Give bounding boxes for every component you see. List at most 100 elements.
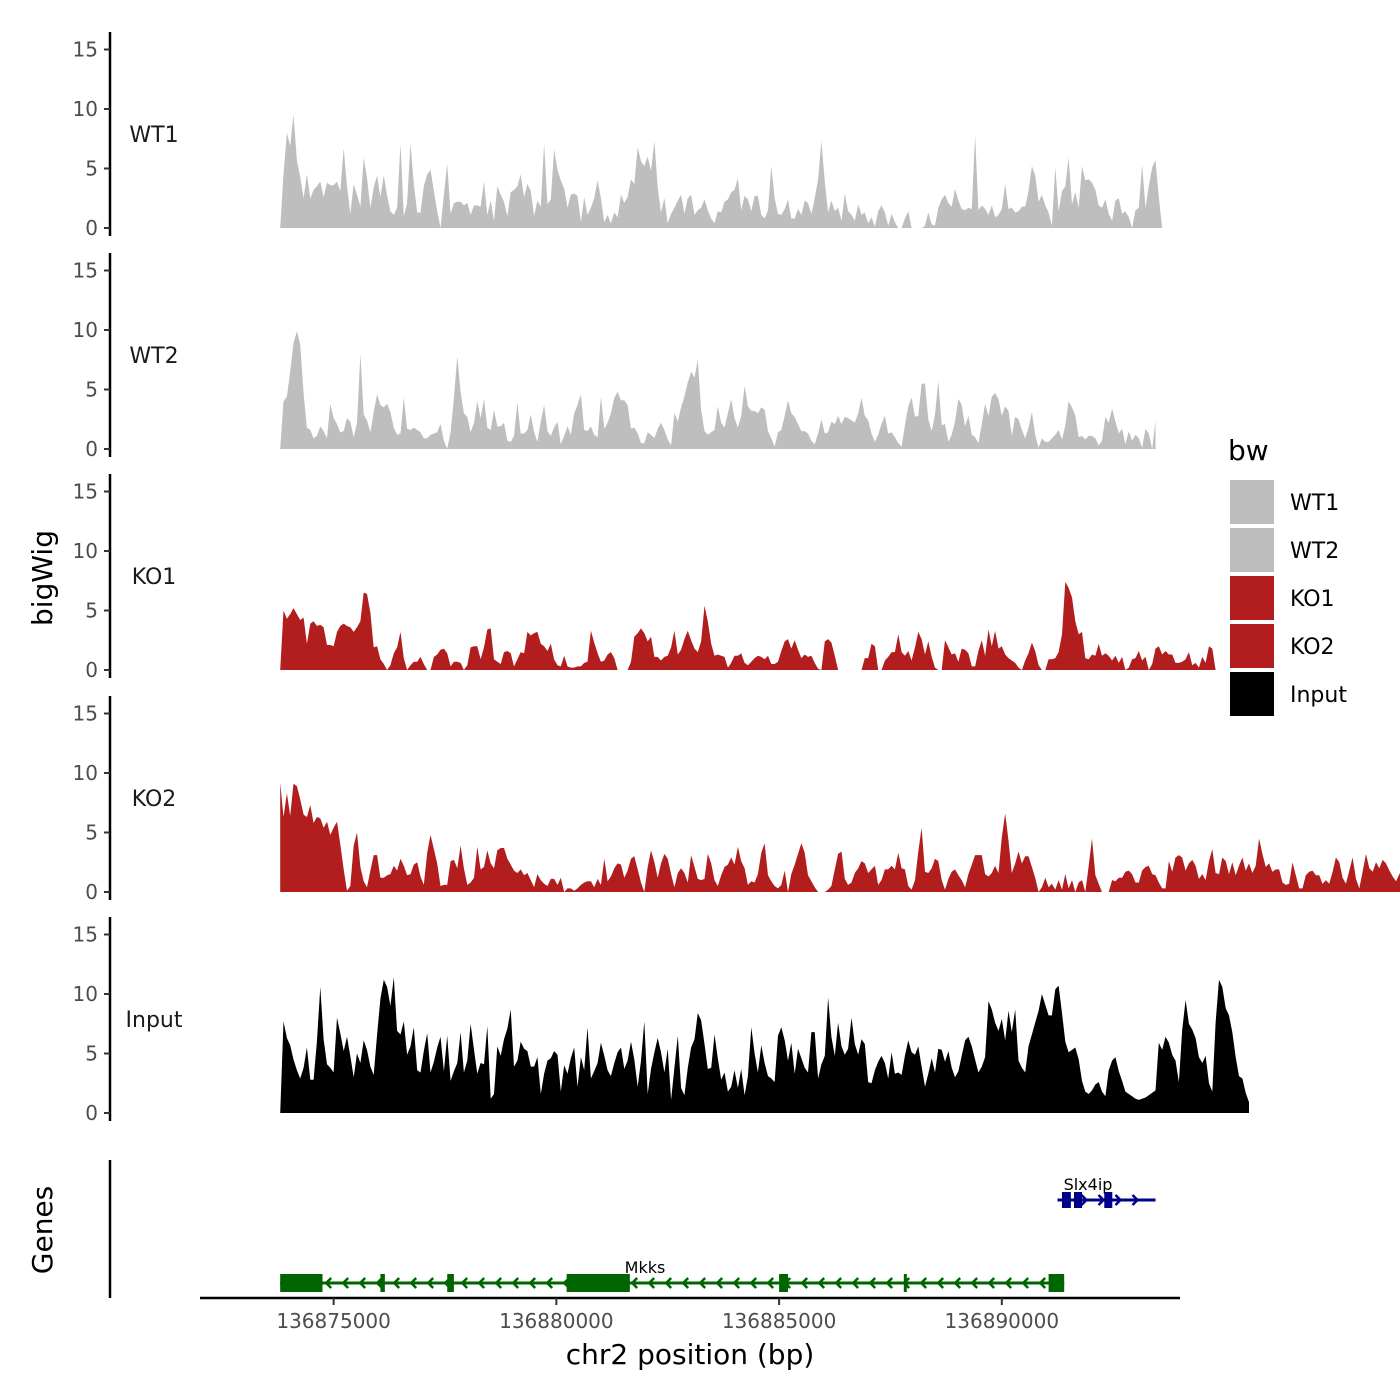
y-tick-label: 15 [73, 923, 98, 947]
y-tick-label: 10 [73, 761, 98, 785]
x-axis-title: chr2 position (bp) [566, 1338, 815, 1371]
legend-label: KO2 [1290, 635, 1335, 660]
y-tick-label: 10 [73, 318, 98, 342]
y-tick-label: 10 [73, 982, 98, 1006]
strand-arrow [1038, 1277, 1047, 1289]
strand-arrow [987, 1277, 996, 1289]
strand-arrow [766, 1277, 775, 1289]
exon [1061, 1192, 1071, 1208]
strand-arrow [800, 1277, 809, 1289]
strand-arrow [426, 1277, 435, 1289]
strand-arrow [681, 1277, 690, 1289]
strand-arrow [545, 1277, 554, 1289]
strand-arrow [970, 1277, 979, 1289]
gene-track: Slx4ip Mkks [108, 1160, 1156, 1298]
gene-track-title: Genes [26, 1186, 59, 1274]
legend: bw WT1 WT2 KO1 KO2 Input [1228, 434, 1347, 716]
strand-arrow [715, 1277, 724, 1289]
exon [903, 1274, 907, 1292]
y-tick-label: 0 [85, 880, 98, 904]
area-wt1 [280, 115, 1163, 228]
x-tick-label: 136890000 [945, 1309, 1060, 1333]
strand-arrow [511, 1277, 520, 1289]
track-label: WT2 [129, 344, 178, 369]
strand-arrow [324, 1277, 333, 1289]
exon [1073, 1192, 1082, 1208]
strand-arrow [936, 1277, 945, 1289]
x-tick-label: 136880000 [499, 1309, 614, 1333]
strand-arrow [834, 1277, 843, 1289]
exon [566, 1274, 630, 1292]
strand-arrow [392, 1277, 401, 1289]
legend-swatch [1230, 672, 1274, 716]
track-label: WT1 [129, 123, 178, 148]
exon [1048, 1274, 1065, 1292]
strand-arrow [749, 1277, 758, 1289]
strand-arrow [477, 1277, 486, 1289]
exon [447, 1274, 454, 1292]
y-tick-label: 10 [73, 97, 98, 121]
strand-arrow [1131, 1194, 1140, 1206]
legend-swatch [1230, 576, 1274, 620]
legend-swatch [1230, 480, 1274, 524]
legend-label: WT2 [1290, 539, 1339, 564]
y-tick-label: 0 [85, 216, 98, 240]
strand-arrow [885, 1277, 894, 1289]
strand-arrow [1080, 1194, 1089, 1206]
track-wt2: 0 5 10 15 WT2 [73, 253, 1156, 461]
strand-arrow [732, 1277, 741, 1289]
y-axis-title: bigWig [26, 530, 59, 626]
track-label: KO2 [132, 787, 177, 812]
y-tick-label: 0 [85, 658, 98, 682]
x-tick-label: 136885000 [722, 1309, 837, 1333]
track-label: KO1 [132, 565, 177, 590]
legend-label: Input [1290, 683, 1347, 708]
exon [380, 1274, 385, 1292]
x-axis: 136875000 136880000 136885000 136890000 [200, 1296, 1180, 1333]
y-tick-label: 5 [85, 157, 98, 181]
gene-label: Slx4ip [1064, 1175, 1113, 1194]
strand-arrow [460, 1277, 469, 1289]
y-tick-label: 5 [85, 378, 98, 402]
strand-arrow [664, 1277, 673, 1289]
strand-arrow [528, 1277, 537, 1289]
legend-title: bw [1228, 434, 1269, 467]
area-ko1 [280, 581, 1216, 670]
area-input [280, 977, 1249, 1113]
strand-arrow [851, 1277, 860, 1289]
y-tick-label: 0 [85, 1101, 98, 1125]
legend-label: WT1 [1290, 491, 1339, 516]
y-tick-label: 15 [73, 480, 98, 504]
strand-arrow [953, 1277, 962, 1289]
strand-arrow [647, 1277, 656, 1289]
y-tick-label: 15 [73, 702, 98, 726]
track-wt1: 0 5 10 15 WT1 [73, 32, 1163, 240]
area-ko2 [280, 782, 1400, 892]
gene-label: Mkks [625, 1258, 666, 1277]
exon [280, 1274, 323, 1292]
y-tick-label: 0 [85, 437, 98, 461]
strand-arrow [868, 1277, 877, 1289]
track-input: 0 5 10 15 Input [73, 917, 1249, 1125]
gene-mkks: Mkks [280, 1258, 1065, 1292]
area-wt2 [280, 331, 1156, 449]
gene-slx4ip: Slx4ip [1057, 1175, 1156, 1208]
y-tick-label: 5 [85, 599, 98, 623]
strand-arrow [1021, 1277, 1030, 1289]
legend-swatch [1230, 624, 1274, 668]
legend-label: KO1 [1290, 587, 1335, 612]
strand-arrow [1114, 1194, 1123, 1206]
strand-arrow [630, 1277, 639, 1289]
strand-arrow [698, 1277, 707, 1289]
bigwig-tracks: 0 5 10 15 WT1 0 5 10 15 WT2 0 5 10 15 KO1 0 5 10 15 KO2 0 5 10… [73, 32, 1400, 1125]
track-label: Input [126, 1008, 183, 1033]
track-ko2: 0 5 10 15 KO2 [73, 696, 1400, 904]
y-tick-label: 10 [73, 539, 98, 563]
exon [1104, 1192, 1113, 1208]
y-tick-label: 15 [73, 259, 98, 283]
x-tick-label: 136875000 [276, 1309, 391, 1333]
y-tick-label: 5 [85, 821, 98, 845]
strand-arrow [494, 1277, 503, 1289]
strand-arrow [817, 1277, 826, 1289]
